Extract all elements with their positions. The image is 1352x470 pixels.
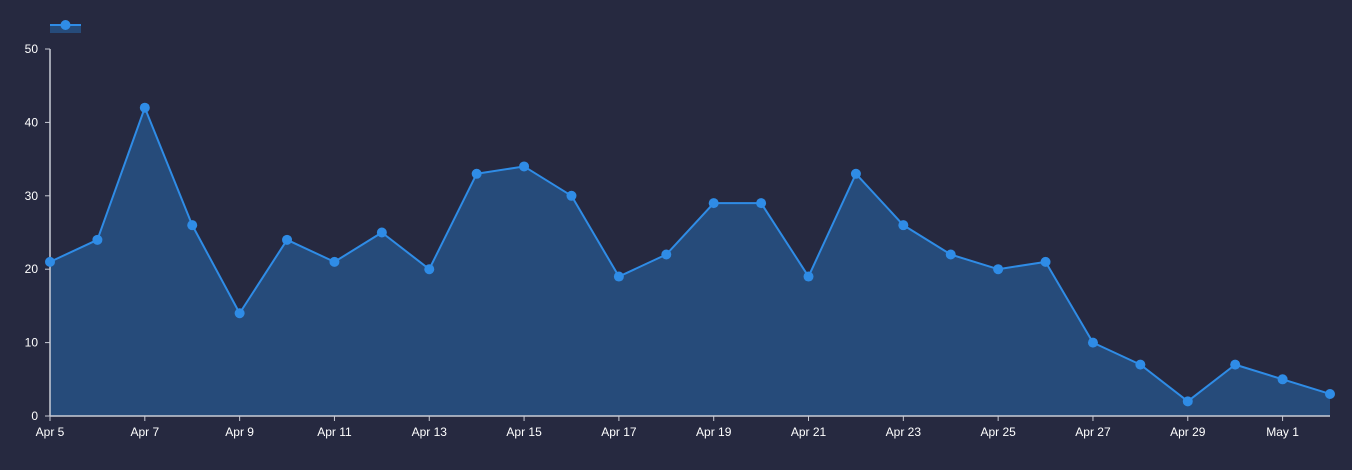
data-point (1135, 359, 1146, 370)
data-point (850, 168, 861, 179)
data-point (234, 308, 245, 319)
series-line-layer (49, 106, 1331, 403)
data-point (613, 271, 624, 282)
y-tick-label: 20 (25, 262, 39, 276)
series-line (49, 106, 1331, 403)
axes (49, 49, 1330, 417)
y-tick-label: 40 (25, 115, 39, 129)
data-point (519, 161, 530, 172)
y-tick-label: 30 (25, 189, 39, 203)
data-point (945, 249, 956, 260)
data-point (1325, 388, 1335, 399)
data-point (1182, 396, 1193, 407)
y-tick-label: 50 (25, 42, 39, 56)
data-point (708, 198, 719, 209)
x-tick-label: Apr 23 (886, 425, 922, 439)
data-point (471, 168, 482, 179)
data-point (661, 249, 672, 260)
x-tick-label: Apr 29 (1170, 425, 1206, 439)
data-point (187, 220, 198, 231)
x-tick-label: Apr 5 (36, 425, 65, 439)
tick-labels: 0 10 20 30 40 50 Apr 5 Apr 7 Apr 9 Apr 11 Apr 13 Ap… (25, 42, 1300, 439)
x-tick-label: Apr 19 (696, 425, 732, 439)
data-points (45, 102, 1335, 407)
x-tick-label: Apr 25 (980, 425, 1016, 439)
x-tick-label: May 1 (1266, 425, 1299, 439)
x-tick-label: Apr 17 (601, 425, 637, 439)
data-point (566, 190, 577, 201)
data-point (993, 264, 1004, 275)
line-with-dot-legend-icon (60, 20, 71, 30)
data-point (1230, 359, 1241, 370)
y-tick-label: 10 (25, 336, 39, 350)
x-tick-label: Apr 9 (225, 425, 254, 439)
data-point (92, 234, 103, 245)
data-point (282, 234, 293, 245)
data-point (376, 227, 387, 238)
data-point (898, 220, 909, 231)
data-point (45, 256, 55, 267)
data-point (139, 102, 150, 113)
x-tick-label: Apr 21 (791, 425, 827, 439)
x-tick-label: Apr 15 (506, 425, 542, 439)
area-layer (50, 107, 1330, 416)
series-area-fill (50, 107, 1330, 416)
data-point (756, 198, 767, 209)
data-point (1087, 337, 1098, 348)
data-point (803, 271, 814, 282)
x-tick-label: Apr 13 (412, 425, 448, 439)
data-point (1040, 256, 1051, 267)
x-tick-label: Apr 27 (1075, 425, 1111, 439)
data-point (424, 264, 435, 275)
y-tick-label: 0 (31, 409, 38, 423)
x-tick-label: Apr 7 (130, 425, 159, 439)
legend[interactable] (50, 20, 81, 33)
x-tick-label: Apr 11 (317, 425, 352, 439)
data-point (329, 256, 340, 267)
data-point (1277, 374, 1288, 385)
